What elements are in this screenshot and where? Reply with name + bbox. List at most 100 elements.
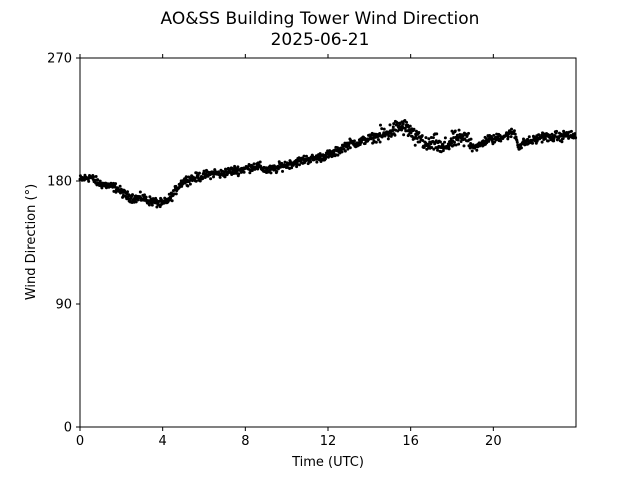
data-point bbox=[114, 182, 118, 186]
data-point bbox=[252, 162, 256, 166]
data-point bbox=[213, 168, 217, 172]
data-point bbox=[150, 203, 154, 207]
y-tick-label: 0 bbox=[64, 421, 72, 436]
data-point bbox=[569, 129, 573, 133]
data-point bbox=[87, 179, 91, 183]
data-point bbox=[455, 133, 459, 137]
data-point bbox=[170, 199, 174, 203]
x-tick-label: 16 bbox=[402, 434, 419, 449]
data-point bbox=[126, 190, 130, 194]
data-point bbox=[432, 147, 436, 151]
data-point bbox=[212, 175, 216, 179]
data-point bbox=[431, 139, 435, 143]
y-tick-label: 270 bbox=[47, 52, 72, 67]
data-point bbox=[550, 132, 554, 136]
x-tick-label: 12 bbox=[320, 434, 337, 449]
data-point bbox=[408, 124, 412, 128]
data-point bbox=[142, 193, 146, 197]
data-point bbox=[457, 142, 461, 146]
data-point bbox=[487, 139, 491, 143]
data-point bbox=[94, 174, 98, 178]
data-point bbox=[526, 137, 530, 141]
data-point bbox=[420, 134, 424, 138]
data-point bbox=[515, 140, 519, 144]
data-point bbox=[343, 149, 347, 153]
data-point bbox=[363, 141, 367, 145]
data-point bbox=[414, 129, 418, 133]
data-point bbox=[421, 138, 425, 142]
data-point bbox=[531, 141, 535, 145]
plot-frame bbox=[79, 57, 577, 428]
data-point bbox=[388, 123, 392, 127]
data-point bbox=[378, 132, 382, 136]
data-point bbox=[376, 138, 380, 142]
data-point bbox=[427, 137, 431, 141]
data-point bbox=[435, 132, 439, 136]
x-axis-ticks: 0 4 8 12 16 20 bbox=[76, 54, 502, 449]
data-point bbox=[438, 140, 442, 144]
data-point bbox=[305, 154, 309, 158]
data-point bbox=[188, 182, 192, 186]
data-point bbox=[209, 177, 213, 181]
data-point bbox=[223, 167, 227, 171]
data-point bbox=[407, 132, 411, 136]
data-point bbox=[374, 140, 378, 144]
data-point bbox=[295, 165, 299, 169]
data-point bbox=[452, 140, 456, 144]
data-point bbox=[324, 157, 328, 161]
data-point bbox=[134, 200, 138, 204]
data-point bbox=[138, 190, 142, 194]
data-point bbox=[431, 136, 435, 140]
y-axis-ticks: 0 90 180 270 bbox=[47, 52, 80, 436]
data-point bbox=[413, 136, 417, 140]
data-point bbox=[499, 139, 503, 143]
data-point bbox=[436, 148, 440, 152]
data-point bbox=[449, 137, 453, 141]
scatter-points bbox=[78, 118, 578, 209]
data-point bbox=[302, 154, 306, 158]
data-point bbox=[450, 129, 454, 133]
data-point bbox=[417, 130, 421, 134]
data-point bbox=[159, 198, 163, 202]
x-axis-label: Time (UTC) bbox=[291, 455, 364, 470]
data-point bbox=[409, 131, 413, 135]
data-point bbox=[537, 133, 541, 137]
data-point bbox=[297, 163, 301, 167]
data-point bbox=[237, 172, 241, 176]
data-point bbox=[242, 170, 246, 174]
x-tick-label: 20 bbox=[485, 434, 502, 449]
data-point bbox=[275, 170, 279, 174]
data-point bbox=[546, 139, 550, 143]
data-point bbox=[179, 179, 183, 183]
data-point bbox=[348, 146, 352, 150]
data-point bbox=[512, 129, 516, 133]
data-point bbox=[315, 160, 319, 164]
data-point bbox=[382, 127, 386, 131]
data-point bbox=[236, 165, 240, 169]
data-point bbox=[453, 129, 457, 133]
data-point bbox=[412, 127, 416, 131]
chart-subtitle: 2025-06-21 bbox=[271, 30, 370, 50]
data-point bbox=[352, 139, 356, 143]
data-point bbox=[206, 174, 210, 178]
data-point bbox=[392, 122, 396, 126]
data-point bbox=[378, 123, 382, 127]
data-point bbox=[459, 139, 463, 143]
data-point bbox=[218, 175, 222, 179]
data-point bbox=[340, 150, 344, 154]
data-point bbox=[386, 137, 390, 141]
data-point bbox=[469, 141, 473, 145]
data-point bbox=[398, 122, 402, 126]
x-tick-label: 0 bbox=[76, 434, 84, 449]
x-tick-label: 8 bbox=[241, 434, 249, 449]
data-point bbox=[281, 169, 285, 173]
data-point bbox=[560, 140, 564, 144]
data-point bbox=[92, 175, 96, 179]
data-point bbox=[430, 145, 434, 149]
data-point bbox=[481, 139, 485, 143]
data-point bbox=[493, 140, 497, 144]
data-point bbox=[359, 140, 363, 144]
data-point bbox=[443, 140, 447, 144]
data-point bbox=[269, 171, 273, 175]
data-point bbox=[201, 176, 205, 180]
